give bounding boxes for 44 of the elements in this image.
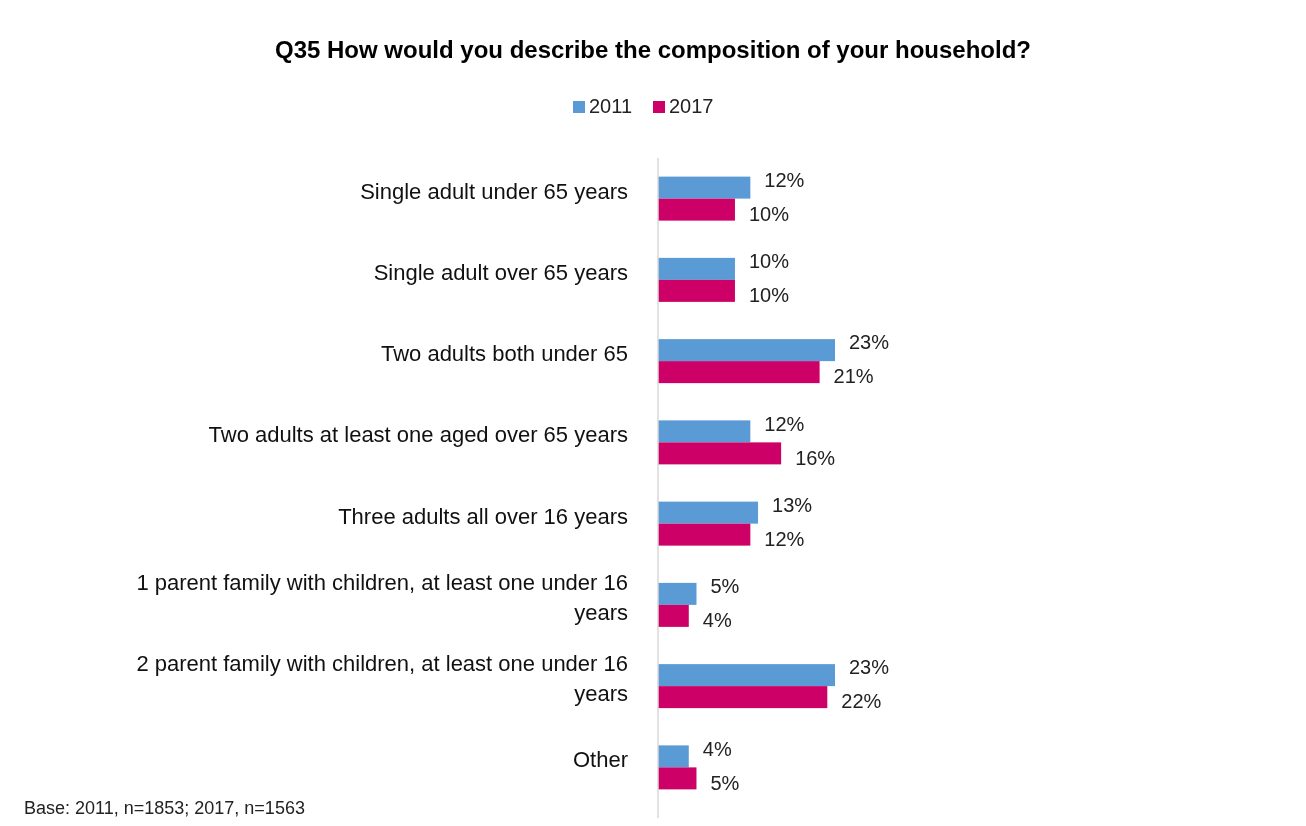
bar — [658, 745, 689, 768]
data-label: 10% — [748, 284, 790, 307]
bar — [658, 767, 697, 790]
data-label: 10% — [748, 250, 790, 273]
data-label: 23% — [849, 331, 890, 354]
bar — [658, 604, 689, 627]
data-label: 22% — [841, 690, 882, 713]
text: Base: 2011, n=1853; 2017, n=1563 — [24, 798, 305, 818]
bar — [658, 501, 759, 524]
y-tick-label: Two adults both under 65 — [380, 341, 628, 367]
data-label: 4% — [702, 737, 732, 760]
y-tick-label: Two adults at least one aged over 65 years — [208, 422, 628, 448]
legend-label: 2011 — [589, 95, 633, 118]
bar — [658, 686, 828, 709]
bar — [658, 339, 835, 362]
y-tick-label: Single adult over 65 years — [373, 259, 628, 285]
data-label: 21% — [833, 365, 874, 388]
bar — [658, 279, 735, 302]
data-label: 10% — [748, 202, 790, 225]
data-label: 16% — [795, 446, 836, 469]
y-tick-label: Single adult under 65 years — [360, 178, 628, 204]
data-label: 13% — [772, 493, 813, 516]
bar — [658, 442, 782, 465]
bar — [658, 361, 820, 384]
data-label: 4% — [702, 609, 732, 632]
data-label: 12% — [764, 168, 805, 191]
bar — [658, 257, 735, 280]
legend-label: 2017 — [669, 95, 714, 118]
data-label: 23% — [849, 656, 890, 679]
y-tick-label: 2 parent family with children, at least one under 16 years — [136, 651, 628, 707]
bar — [658, 176, 751, 199]
data-label: 5% — [710, 575, 740, 598]
y-tick-label: Other — [572, 747, 628, 773]
bar — [658, 523, 751, 546]
y-tick-label: 1 parent family with children, at least one under 16 years — [136, 569, 628, 625]
data-label: 12% — [764, 527, 805, 550]
bar — [658, 664, 835, 687]
data-label: 5% — [710, 771, 740, 794]
bar — [658, 198, 735, 221]
data-label: 12% — [764, 412, 805, 435]
bar — [658, 582, 697, 605]
y-tick-label: Three adults all over 16 years — [338, 503, 628, 529]
chart-title: Q35 How would you describe the composition of your household? — [274, 36, 1032, 63]
bar — [658, 420, 751, 443]
